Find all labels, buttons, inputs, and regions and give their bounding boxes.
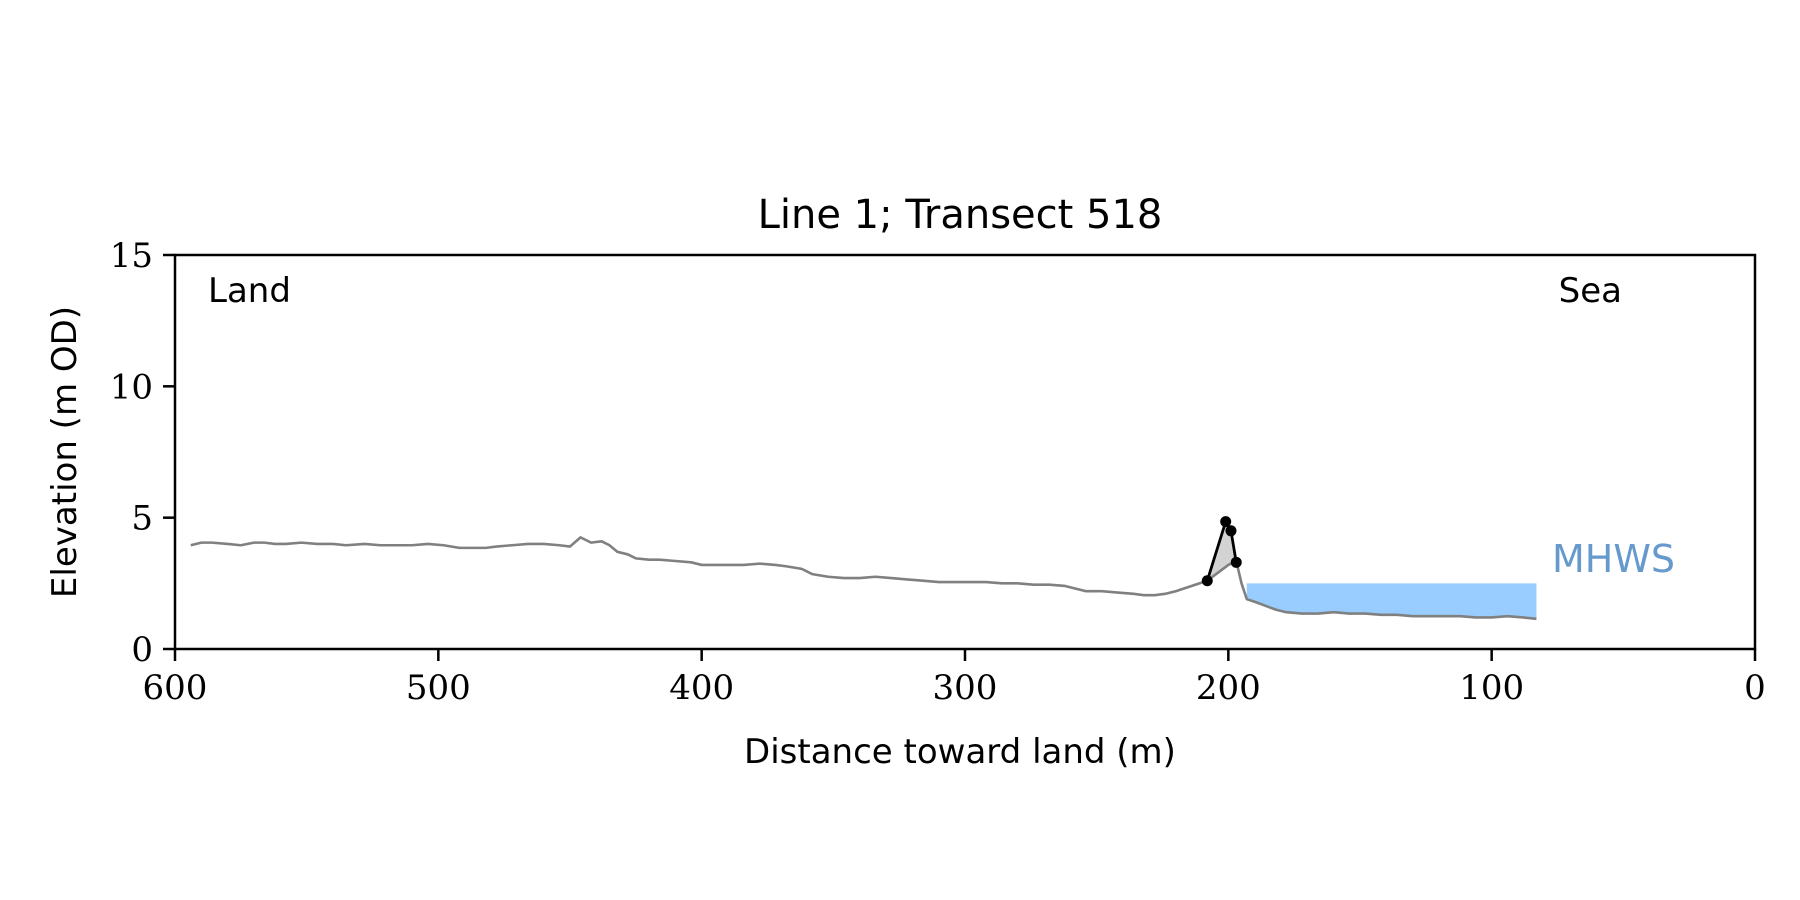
- mhws-label: MHWS: [1552, 537, 1675, 581]
- x-tick-label: 600: [143, 668, 208, 708]
- chart-title: Line 1; Transect 518: [758, 192, 1163, 238]
- x-tick-label: 200: [1196, 668, 1261, 708]
- x-tick-label: 500: [406, 668, 471, 708]
- dune-point: [1220, 516, 1232, 528]
- x-axis-ticks: 600 500 400 300 200 100 0: [143, 649, 1766, 708]
- land-annotation: Land: [208, 271, 291, 311]
- dune-point: [1225, 525, 1237, 537]
- y-tick-label: 10: [110, 367, 153, 407]
- y-tick-label: 5: [131, 499, 153, 539]
- x-tick-label: 400: [669, 668, 734, 708]
- y-tick-label: 15: [110, 236, 153, 276]
- y-tick-label: 0: [131, 630, 153, 670]
- dune-shaded-area: [1207, 521, 1237, 581]
- dune-point: [1201, 575, 1213, 587]
- dune-point: [1230, 556, 1242, 568]
- profile-line: [190, 536, 1537, 621]
- sea-annotation: Sea: [1559, 271, 1622, 311]
- mhws-water-fill: [1246, 583, 1537, 619]
- y-axis-label: Elevation (m OD): [45, 306, 85, 598]
- x-tick-label: 100: [1459, 668, 1524, 708]
- x-tick-label: 300: [933, 668, 998, 708]
- plot-marks: [190, 516, 1537, 621]
- x-axis-label: Distance toward land (m): [744, 732, 1176, 772]
- x-tick-label: 0: [1744, 668, 1766, 708]
- y-axis-ticks: 0 5 10 15: [110, 236, 175, 670]
